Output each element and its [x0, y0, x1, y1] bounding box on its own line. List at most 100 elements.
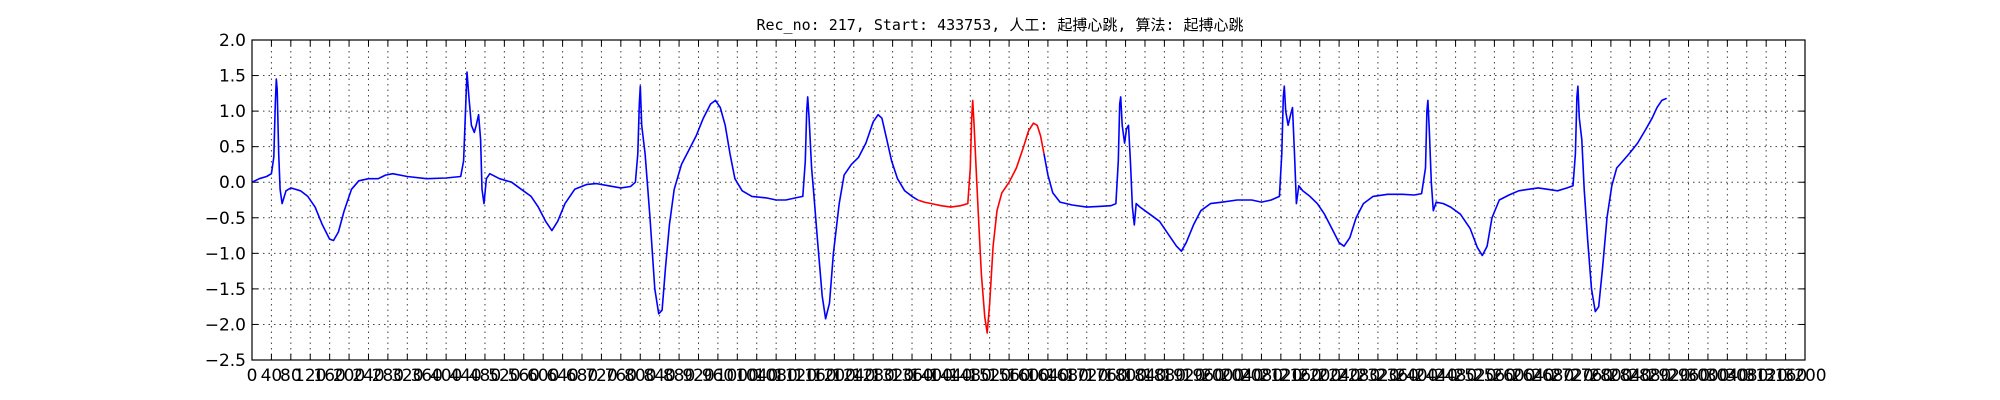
- x-tick-label: 1240: [832, 366, 875, 386]
- x-tick-label: 1360: [890, 366, 933, 386]
- x-tick-label: 560: [508, 366, 540, 386]
- x-tick-label: 2680: [1531, 366, 1574, 386]
- x-tick-label: 2360: [1376, 366, 1419, 386]
- x-tick-label: 3200: [1783, 366, 1826, 386]
- x-tick-label: 360: [410, 366, 442, 386]
- x-tick-label: 2480: [1434, 366, 1477, 386]
- x-tick-label: 2120: [1259, 366, 1302, 386]
- x-tick-label: 1960: [1182, 366, 1225, 386]
- x-tick-label: 1840: [1123, 366, 1166, 386]
- x-tick-label: 0: [247, 366, 258, 386]
- x-tick-label: 1800: [1104, 366, 1147, 386]
- x-tick-label: 1000: [716, 366, 759, 386]
- x-tick-label: 1080: [755, 366, 798, 386]
- x-tick-label: 2160: [1279, 366, 1322, 386]
- x-tick-label: 1760: [1085, 366, 1128, 386]
- x-tick-label: 880: [663, 366, 695, 386]
- x-tick-label: 2000: [1201, 366, 1244, 386]
- x-tick-label: 160: [313, 366, 345, 386]
- x-tick-label: 480: [469, 366, 501, 386]
- y-tick-label: −1.5: [205, 280, 246, 300]
- x-tick-label: 3160: [1764, 366, 1807, 386]
- x-tick-label: 1400: [910, 366, 953, 386]
- x-tick-label: 1720: [1065, 366, 1108, 386]
- x-tick-label: 440: [449, 366, 481, 386]
- x-tick-label: 2840: [1609, 366, 1652, 386]
- x-tick-label: 320: [391, 366, 423, 386]
- x-tick-label: 2600: [1492, 366, 1535, 386]
- x-tick-label: 1320: [871, 366, 914, 386]
- x-tick-label: 3000: [1686, 366, 1729, 386]
- y-tick-label: 1.0: [219, 102, 246, 122]
- series-line-2: [917, 99, 1045, 334]
- x-tick-label: 1280: [852, 366, 895, 386]
- x-tick-label: 2200: [1298, 366, 1341, 386]
- x-tick-label: 600: [527, 366, 559, 386]
- x-tick-label: 280: [372, 366, 404, 386]
- x-tick-label: 840: [643, 366, 675, 386]
- x-tick-label: 2400: [1395, 366, 1438, 386]
- x-tick-label: 1520: [968, 366, 1011, 386]
- x-tick-label: 120: [294, 366, 326, 386]
- x-tick-label: 80: [280, 366, 302, 386]
- y-tick-label: −0.5: [205, 209, 246, 229]
- x-tick-label: 400: [430, 366, 462, 386]
- series-line-1: [251, 71, 919, 320]
- x-tick-label: 2040: [1220, 366, 1263, 386]
- x-tick-label: 40: [261, 366, 283, 386]
- x-tick-label: 3080: [1725, 366, 1768, 386]
- y-tick-label: 1.5: [219, 67, 246, 87]
- y-tick-label: 2.0: [219, 31, 246, 51]
- x-tick-label: 520: [488, 366, 520, 386]
- x-tick-label: 1920: [1162, 366, 1205, 386]
- x-tick-label: 2920: [1647, 366, 1690, 386]
- x-tick-label: 240: [352, 366, 384, 386]
- x-tick-label: 640: [546, 366, 578, 386]
- x-tick-label: 1880: [1143, 366, 1186, 386]
- x-tick-label: 1120: [774, 366, 817, 386]
- x-tick-label: 3120: [1745, 366, 1788, 386]
- x-tick-label: 800: [624, 366, 656, 386]
- x-tick-label: 3040: [1706, 366, 1749, 386]
- x-tick-label: 2320: [1356, 366, 1399, 386]
- x-tick-label: 1160: [793, 366, 836, 386]
- x-tick-label: 2880: [1628, 366, 1671, 386]
- y-tick-label: 0.0: [219, 173, 246, 193]
- series-line-3: [1043, 85, 1668, 313]
- x-tick-label: 2520: [1453, 366, 1496, 386]
- y-tick-label: −1.0: [205, 244, 246, 264]
- x-tick-label: 200: [333, 366, 365, 386]
- x-tick-label: 960: [702, 366, 734, 386]
- axis-ticks: 2.01.51.00.50.0−0.5−1.0−1.5−2.0−2.50 4080…: [205, 31, 1827, 386]
- x-tick-label: 1440: [929, 366, 972, 386]
- y-tick-label: −2.0: [205, 315, 246, 335]
- plot-frame: [251, 39, 1806, 361]
- x-tick-label: 1600: [1007, 366, 1050, 386]
- y-tick-label: −2.5: [205, 351, 246, 371]
- x-tick-label: 2080: [1240, 366, 1283, 386]
- x-tick-label: 1040: [735, 366, 778, 386]
- x-tick-label: 2560: [1473, 366, 1516, 386]
- x-tick-label: 2800: [1589, 366, 1632, 386]
- x-tick-label: 2440: [1415, 366, 1458, 386]
- x-tick-label: 2240: [1317, 366, 1360, 386]
- x-tick-label: 1640: [1026, 366, 1069, 386]
- x-tick-label: 2720: [1550, 366, 1593, 386]
- x-tick-label: 1200: [813, 366, 856, 386]
- series-layer: [251, 71, 1668, 334]
- x-tick-label: 1480: [949, 366, 992, 386]
- x-tick-label: 2640: [1512, 366, 1555, 386]
- y-tick-label: 0.5: [219, 138, 246, 158]
- x-tick-label: 1560: [987, 366, 1030, 386]
- x-tick-label: 720: [585, 366, 617, 386]
- x-tick-label: 2280: [1337, 366, 1380, 386]
- x-tick-label: 2960: [1667, 366, 1710, 386]
- grid: [252, 40, 1805, 360]
- x-tick-label: 920: [682, 366, 714, 386]
- x-tick-label: 760: [605, 366, 637, 386]
- x-tick-label: 1680: [1046, 366, 1089, 386]
- chart-title: Rec_no: 217, Start: 433753, 人工: 起搏心跳, 算法…: [756, 16, 1243, 34]
- x-tick-label: 680: [566, 366, 598, 386]
- x-tick-label: 2760: [1570, 366, 1613, 386]
